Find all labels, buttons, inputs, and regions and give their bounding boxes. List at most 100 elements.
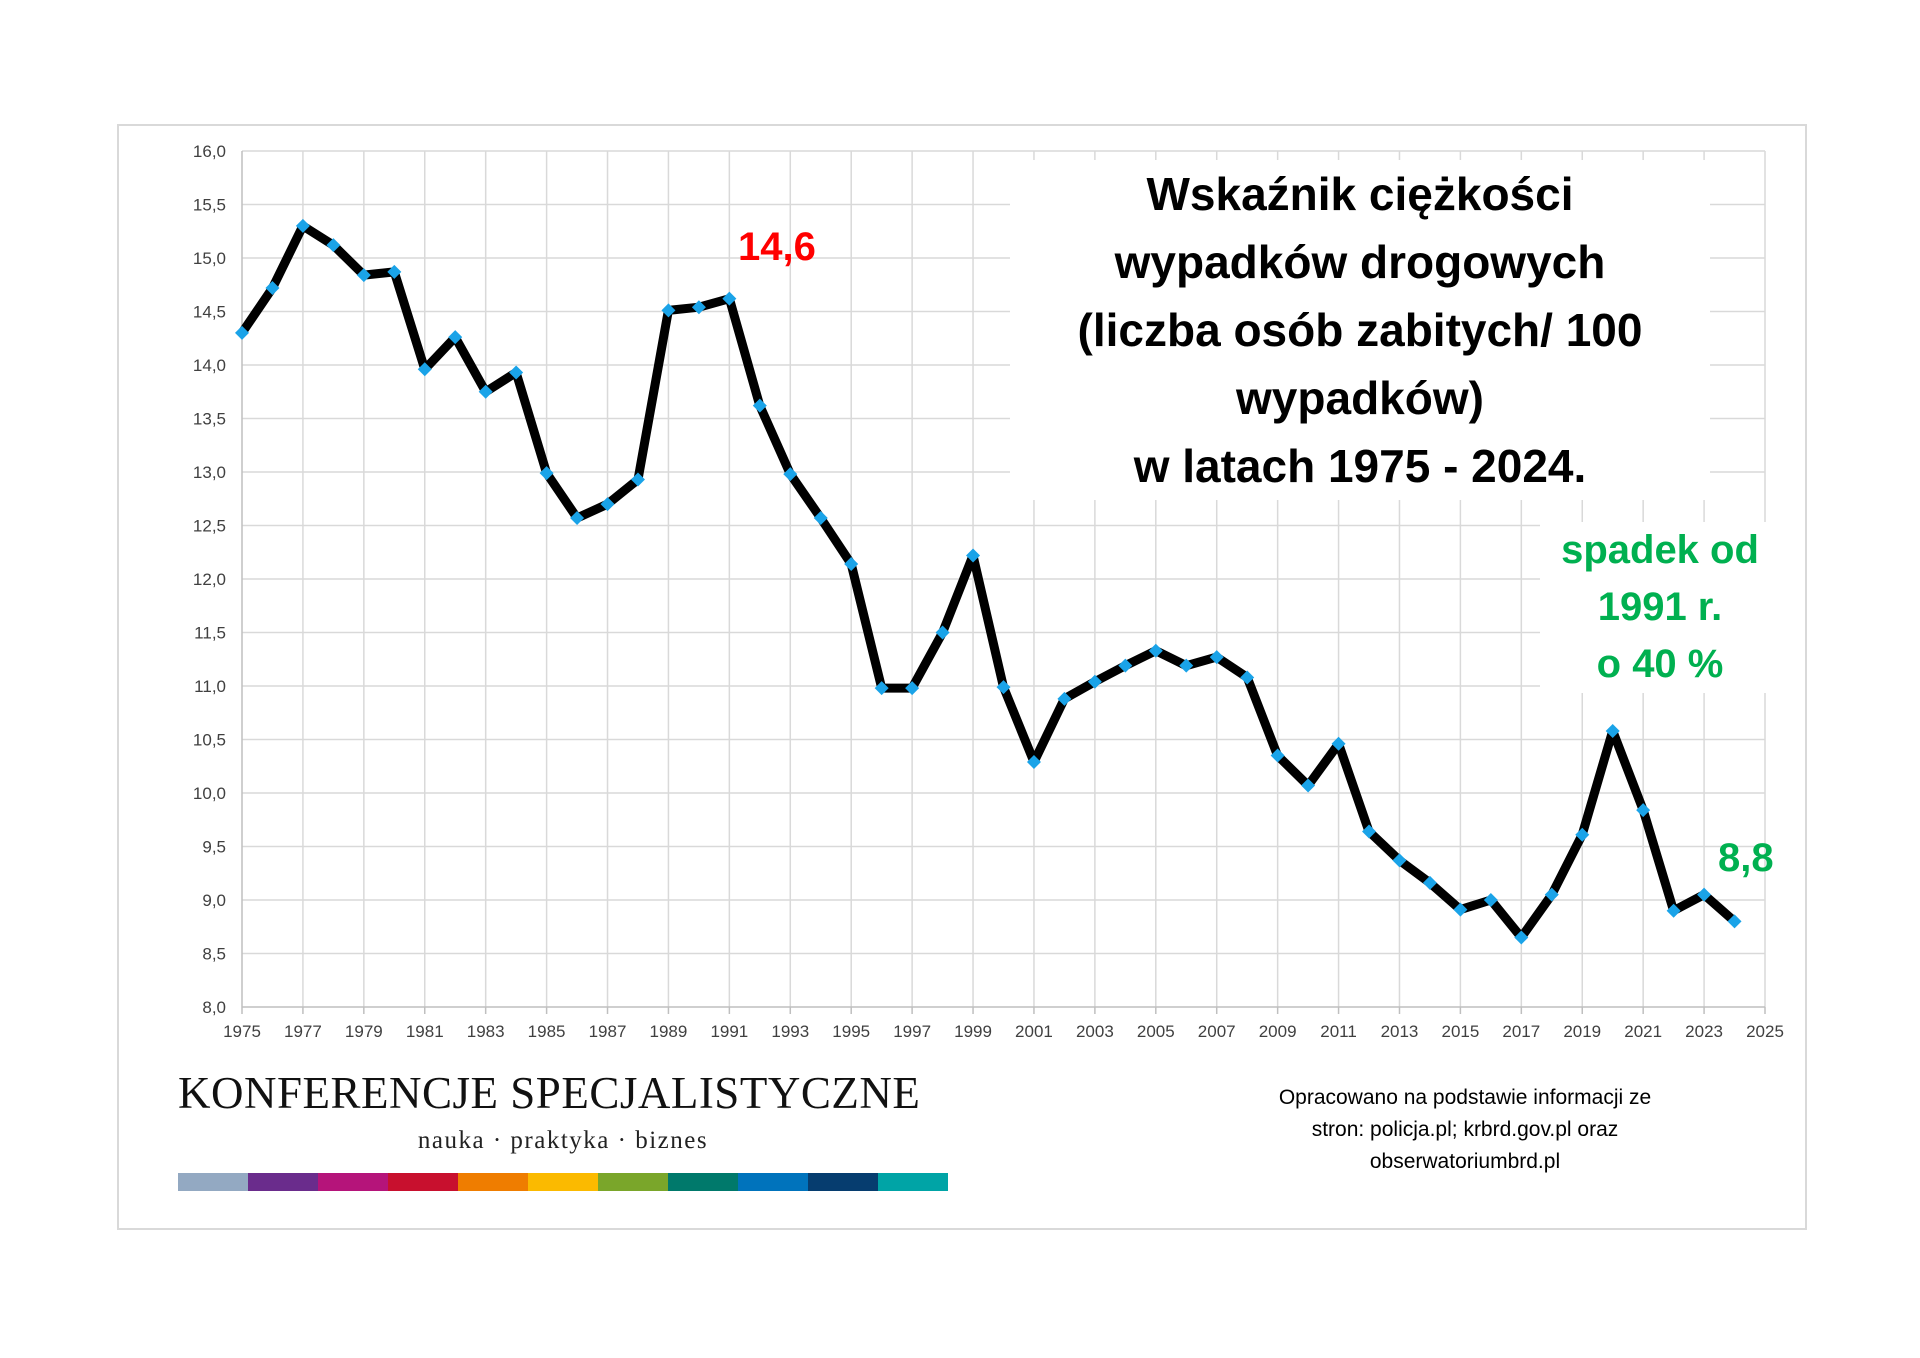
data-point-marker [1453,902,1468,917]
x-tick-label: 2007 [1198,1022,1236,1041]
chart-title-line: Wskaźnik ciężkości [1146,168,1574,220]
brand-strip-segment [878,1173,948,1191]
brand-strip-segment [318,1173,388,1191]
data-point-marker [1483,893,1498,907]
data-point-marker [1148,643,1163,658]
y-tick-label: 10,5 [193,731,226,750]
x-axis-tick-labels: 1975 1977 1979 1981 1983 1985 1987 1989 1991 1993… [223,1022,1784,1041]
axes [241,151,1766,1014]
brand-strip-segment [178,1173,248,1191]
data-point-marker [387,264,402,279]
chart-title: Wskaźnik ciężkości wypadków drogowych (l… [1010,160,1710,500]
data-point-marker [235,325,249,340]
data-point-marker [1270,748,1285,763]
data-point-marker [295,218,310,233]
data-point-marker [1697,887,1712,902]
x-tick-label: 2009 [1259,1022,1297,1041]
peak-value-annotation: 14,6 [738,225,816,269]
decline-annotation-line: o 40 % [1596,642,1724,686]
brand-strip-segment [528,1173,598,1191]
x-tick-label: 1989 [650,1022,688,1041]
data-point-marker [448,330,463,345]
data-point-marker [1666,903,1681,918]
x-tick-label: 1987 [589,1022,627,1041]
x-tick-label: 2003 [1076,1022,1114,1041]
x-tick-label: 2001 [1015,1022,1053,1041]
data-point-marker [874,681,889,696]
brand-strip-segment [598,1173,668,1191]
brand-strip-segment [668,1173,738,1191]
series-markers [235,218,1742,945]
data-point-marker [1209,650,1224,665]
data-point-marker [1514,930,1529,945]
x-tick-label: 1997 [893,1022,931,1041]
x-tick-label: 2025 [1746,1022,1784,1041]
data-point-marker [996,680,1011,695]
data-point-marker [509,365,524,380]
data-point-marker [570,511,585,526]
data-point-marker [1240,670,1255,685]
x-tick-label: 1993 [771,1022,809,1041]
brand-strip-segment [388,1173,458,1191]
x-tick-label: 1985 [528,1022,566,1041]
brand-color-strip [178,1173,948,1191]
data-point-marker [1331,736,1346,751]
brand-strip-segment [458,1173,528,1191]
data-point-marker [1636,803,1651,818]
x-tick-label: 2015 [1441,1022,1479,1041]
decline-annotation-line: 1991 r. [1597,585,1723,629]
decline-annotation-line: spadek od [1561,528,1759,572]
data-point-marker [1057,691,1072,706]
data-point-marker [1605,723,1620,738]
x-tick-label: 1977 [284,1022,322,1041]
data-point-marker [1362,824,1377,839]
y-tick-label: 12,0 [193,570,226,589]
chart-title-line: wypadków) [1236,372,1484,424]
source-note-line: Opracowano na podstawie informacji ze [1278,1086,1652,1109]
x-tick-label: 2013 [1381,1022,1419,1041]
data-point-marker [600,497,615,512]
y-tick-label: 15,0 [193,249,226,268]
data-point-marker [783,467,798,482]
brand-strip-segment [248,1173,318,1191]
y-tick-label: 13,5 [193,410,226,429]
y-tick-label: 8,0 [202,998,226,1017]
chart-title-line: (liczba osób zabitych/ 100 [1077,304,1643,356]
data-point-marker [813,511,828,526]
brand-strip-segment [738,1173,808,1191]
data-point-marker [722,291,737,306]
y-tick-label: 12,5 [193,517,226,536]
x-tick-label: 1999 [954,1022,992,1041]
x-tick-label: 1975 [223,1022,261,1041]
data-point-marker [1422,875,1437,890]
data-point-marker [1026,754,1041,769]
data-point-marker [691,300,706,315]
data-point-marker [661,303,676,318]
data-point-marker [356,268,371,283]
data-point-marker [935,625,950,640]
x-tick-label: 2011 [1320,1022,1357,1041]
y-tick-label: 13,0 [193,463,226,482]
brand-name: KONFERENCJE SPECJALISTYCZNE [178,1068,921,1118]
x-tick-label: 1995 [832,1022,870,1041]
y-tick-label: 11,0 [194,677,226,696]
data-point-marker [326,238,341,253]
data-point-marker [1118,658,1133,673]
chart-title-line: w latach 1975 - 2024. [1133,440,1587,492]
y-tick-label: 15,5 [193,196,226,215]
decline-annotation: spadek od 1991 r. o 40 % [1540,522,1780,693]
data-point-marker [1575,827,1590,842]
y-tick-label: 11,5 [194,624,226,643]
data-point-marker [1727,914,1742,929]
data-point-marker [539,466,554,481]
data-point-marker [478,384,493,399]
source-note: Opracowano na podstawie informacji ze st… [1230,1082,1700,1178]
data-point-marker [1392,853,1407,868]
data-point-marker [1301,778,1316,793]
x-tick-label: 1991 [710,1022,748,1041]
data-point-marker [1087,674,1102,689]
chart-title-line: wypadków drogowych [1114,236,1606,288]
brand-strip-segment [808,1173,878,1191]
data-point-marker [1544,887,1559,902]
x-tick-label: 1979 [345,1022,383,1041]
